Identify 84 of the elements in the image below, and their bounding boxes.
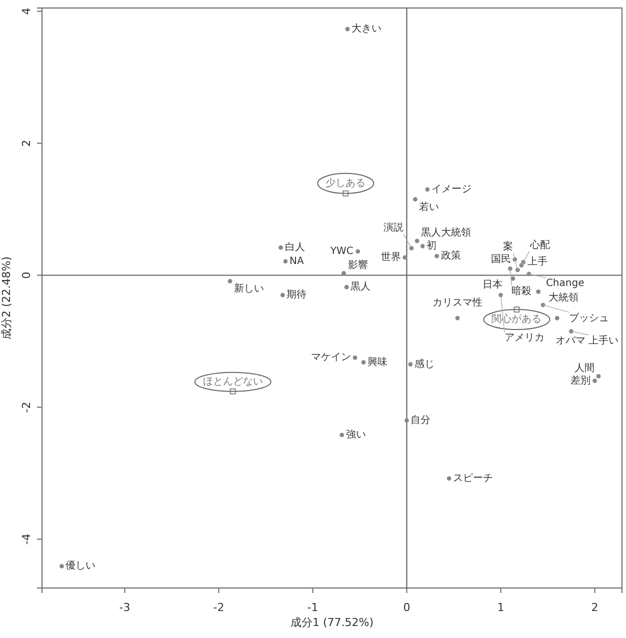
point	[356, 249, 360, 254]
x-tick-label: 1	[497, 600, 504, 614]
point	[342, 271, 346, 276]
annotation: 白人	[284, 241, 305, 254]
point	[344, 284, 349, 290]
annotation: アメリカ	[504, 332, 544, 344]
x-tick-label: 2	[591, 600, 598, 614]
annotation: カリスマ性	[432, 296, 482, 309]
y-tick-label: -4	[20, 534, 33, 545]
annotation: NA	[290, 256, 304, 267]
x-tick-label: -2	[213, 600, 224, 614]
x-axis-title: 成分1 (77.52%)	[290, 616, 374, 629]
x-tick-label: 0	[403, 600, 410, 614]
annotation: 若い	[419, 200, 440, 213]
point	[514, 306, 520, 313]
annotation: 影響	[348, 258, 368, 271]
annotation: 演説	[383, 222, 404, 234]
point	[596, 374, 601, 378]
point	[434, 254, 440, 258]
point	[414, 238, 420, 244]
annotation: ブッシュ	[569, 312, 610, 324]
annotation: 興味	[367, 356, 388, 368]
annotation: 自分	[410, 414, 431, 426]
point	[412, 197, 418, 202]
point	[592, 378, 597, 384]
y-tick-label: 4	[20, 8, 33, 15]
y-axis-title: 成分2 (22.48%)	[0, 256, 13, 340]
annotation: 上手い	[588, 334, 619, 346]
annotation: 心配	[528, 238, 550, 251]
annotation: スピーチ	[453, 472, 494, 484]
y-tick-label: 2	[20, 140, 33, 147]
point	[404, 418, 409, 423]
annotation: 案	[503, 240, 514, 252]
point	[402, 255, 408, 260]
point	[280, 292, 285, 298]
point	[342, 190, 349, 196]
point	[278, 245, 283, 250]
point	[554, 316, 560, 320]
y-tick-label: -2	[20, 402, 33, 413]
y-tick-label: 0	[20, 272, 33, 279]
annotation: 優しい	[66, 560, 96, 572]
point	[455, 316, 460, 320]
annotation: 暗殺	[512, 285, 532, 298]
annotation: 初	[426, 240, 437, 252]
point	[446, 476, 452, 481]
annotation: イメージ	[431, 184, 472, 195]
annotation: YWC	[329, 246, 354, 257]
annotation: 少しある	[326, 176, 366, 189]
point	[361, 360, 366, 365]
x-tick-label: -1	[307, 600, 318, 614]
point	[340, 432, 344, 438]
annotation: 上手	[527, 256, 548, 268]
annotation: 期待	[286, 288, 307, 301]
annotation: 政策	[440, 250, 461, 262]
annotation: 感じ	[414, 358, 434, 370]
point	[60, 564, 64, 568]
x-tick-label: -3	[119, 600, 130, 614]
point	[352, 356, 358, 360]
point	[345, 26, 350, 32]
annotation: オバマ	[556, 335, 586, 346]
annotation: 世界	[380, 250, 401, 263]
annotation: 関心がある	[492, 313, 542, 326]
annotation: 黒人	[350, 282, 371, 293]
annotation: 人間	[574, 363, 594, 374]
point	[425, 187, 430, 192]
annotation: 黒人大統領	[421, 226, 472, 238]
point	[536, 290, 541, 294]
annotation: 新しい	[234, 282, 264, 295]
point	[408, 362, 413, 367]
annotation: マケイン	[311, 352, 352, 364]
annotation: 差別	[570, 374, 591, 386]
annotation: Change	[546, 278, 584, 289]
annotation: 強い	[346, 428, 366, 440]
annotation: ほとんどない	[202, 376, 263, 388]
point	[283, 259, 288, 264]
point	[420, 244, 425, 248]
annotation: 大統領	[548, 292, 578, 304]
point	[508, 266, 512, 271]
annotation: 大きい	[352, 22, 382, 35]
annotation: 日本	[482, 278, 503, 291]
point	[230, 388, 236, 394]
annotation: 国民	[490, 254, 511, 265]
point	[228, 278, 232, 284]
point	[498, 292, 503, 298]
